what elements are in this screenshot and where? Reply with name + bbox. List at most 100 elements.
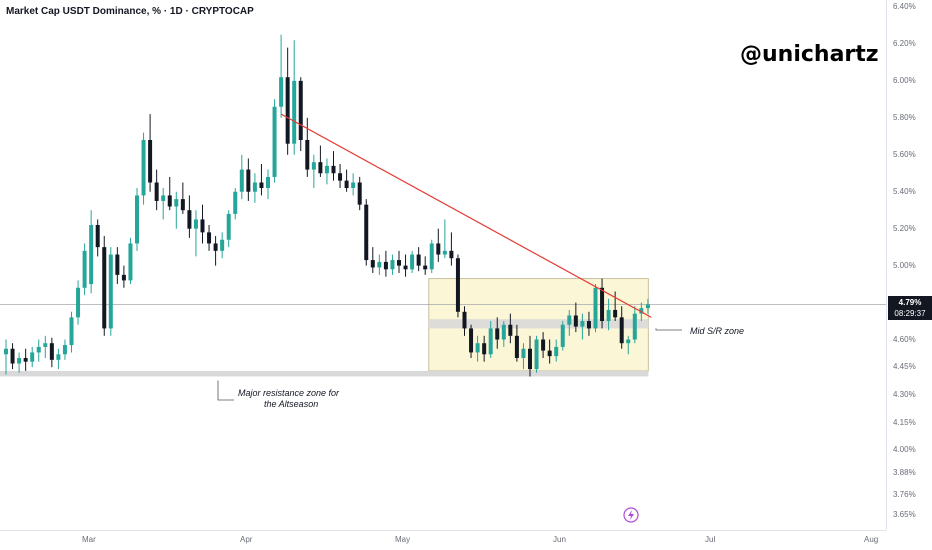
candle-body (174, 199, 179, 207)
bar-countdown-tag: 08:29:37 (888, 308, 932, 321)
candle-body (69, 317, 74, 346)
candle-body (462, 311, 467, 329)
candle-body (560, 324, 565, 347)
price-tick-label: 4.45% (893, 362, 916, 372)
candle-body (501, 324, 506, 340)
price-tick-label: 4.00% (893, 445, 916, 455)
candle-body (4, 348, 8, 355)
major-resistance-zone (0, 370, 649, 377)
candle-body (246, 169, 251, 192)
price-tick-label: 5.00% (893, 260, 916, 270)
current-price-tag: 4.79% (888, 296, 932, 309)
candle-body (207, 232, 212, 244)
candle-body (285, 77, 290, 144)
time-tick-label: Jul (705, 535, 716, 544)
candle-body (239, 169, 244, 192)
price-tick-label: 6.40% (893, 2, 916, 11)
candle-body (233, 191, 238, 214)
price-tick-label: 5.80% (893, 112, 916, 122)
candle-body (495, 328, 500, 340)
candle-body (442, 250, 447, 255)
candle-body (645, 304, 650, 309)
candle-body (200, 219, 205, 233)
candle-body (521, 348, 526, 358)
time-tick-label: Jun (553, 535, 566, 544)
candle-body (403, 265, 408, 270)
candle-body (89, 224, 94, 285)
candle-body (62, 345, 67, 355)
candle-body (141, 140, 146, 196)
candle-body (613, 309, 618, 318)
price-tick-label: 4.60% (893, 334, 916, 344)
candle-body (167, 195, 172, 207)
candle-body (259, 182, 264, 189)
candle-body (410, 254, 415, 270)
candle-body (292, 80, 297, 144)
time-tick-label: May (395, 535, 411, 544)
candle-body (298, 80, 303, 141)
candle-body (586, 321, 591, 329)
candle-body (23, 357, 28, 362)
candle-body (436, 243, 441, 255)
candle-body (390, 260, 395, 270)
candle-body (541, 339, 546, 351)
candle-body (187, 210, 192, 229)
candle-body (416, 254, 421, 266)
candle-body (279, 77, 284, 107)
candle-body (36, 346, 41, 353)
candle-body (10, 348, 15, 364)
candle-body (318, 162, 323, 174)
price-tick-label: 4.15% (893, 417, 916, 427)
candle-body (397, 260, 401, 266)
candle-body (95, 224, 100, 248)
watermark-handle: @unichartz (740, 42, 879, 67)
candle-body (252, 182, 257, 192)
candle-body (528, 348, 532, 370)
time-axis-border (0, 530, 886, 531)
candle-body (449, 250, 454, 259)
candle-body (469, 328, 474, 353)
candle-body (154, 182, 159, 201)
candle-body (626, 339, 631, 344)
candle-body (488, 328, 493, 355)
price-tick-label: 3.76% (893, 489, 916, 499)
major-zone-annotation-line2: the Altseason (264, 399, 319, 409)
candle-body (383, 261, 388, 270)
price-tick-label: 3.88% (893, 467, 916, 477)
candle-body (148, 140, 153, 183)
price-tick-label: 6.00% (893, 75, 916, 85)
price-tick-label: 5.40% (893, 186, 916, 196)
symbol-title: Market Cap USDT Dominance, % · 1D · CRYP… (6, 6, 254, 17)
candle-body (534, 339, 539, 370)
candle-body (554, 346, 559, 357)
candle-body (632, 313, 637, 340)
candle-body (128, 243, 133, 281)
candle-body (305, 140, 310, 170)
candle-body (82, 250, 87, 288)
candle-body (272, 106, 277, 177)
candle-body (606, 309, 611, 322)
lightning-bolt-icon[interactable] (623, 507, 639, 523)
mid-zone-connector (655, 328, 682, 331)
candle-body (455, 258, 460, 312)
candlestick-chart[interactable] (0, 0, 886, 530)
candle-body (76, 287, 81, 318)
candle-body (619, 317, 624, 344)
candle-body (429, 243, 434, 270)
candle-body (266, 176, 270, 189)
price-tick-label: 5.20% (893, 223, 916, 233)
price-tick-label: 4.30% (893, 389, 916, 399)
candle-body (508, 324, 513, 336)
candle-body (220, 239, 225, 251)
price-tick-label: 5.60% (893, 149, 916, 159)
candle-body (357, 182, 362, 205)
candle-body (351, 182, 356, 189)
candle-body (580, 321, 585, 327)
candle-body (593, 287, 598, 329)
candle-body (108, 254, 113, 329)
major-zone-connector (217, 380, 234, 401)
time-tick-label: Aug (864, 535, 879, 544)
candle-body (600, 287, 605, 322)
candle-body (193, 219, 198, 229)
